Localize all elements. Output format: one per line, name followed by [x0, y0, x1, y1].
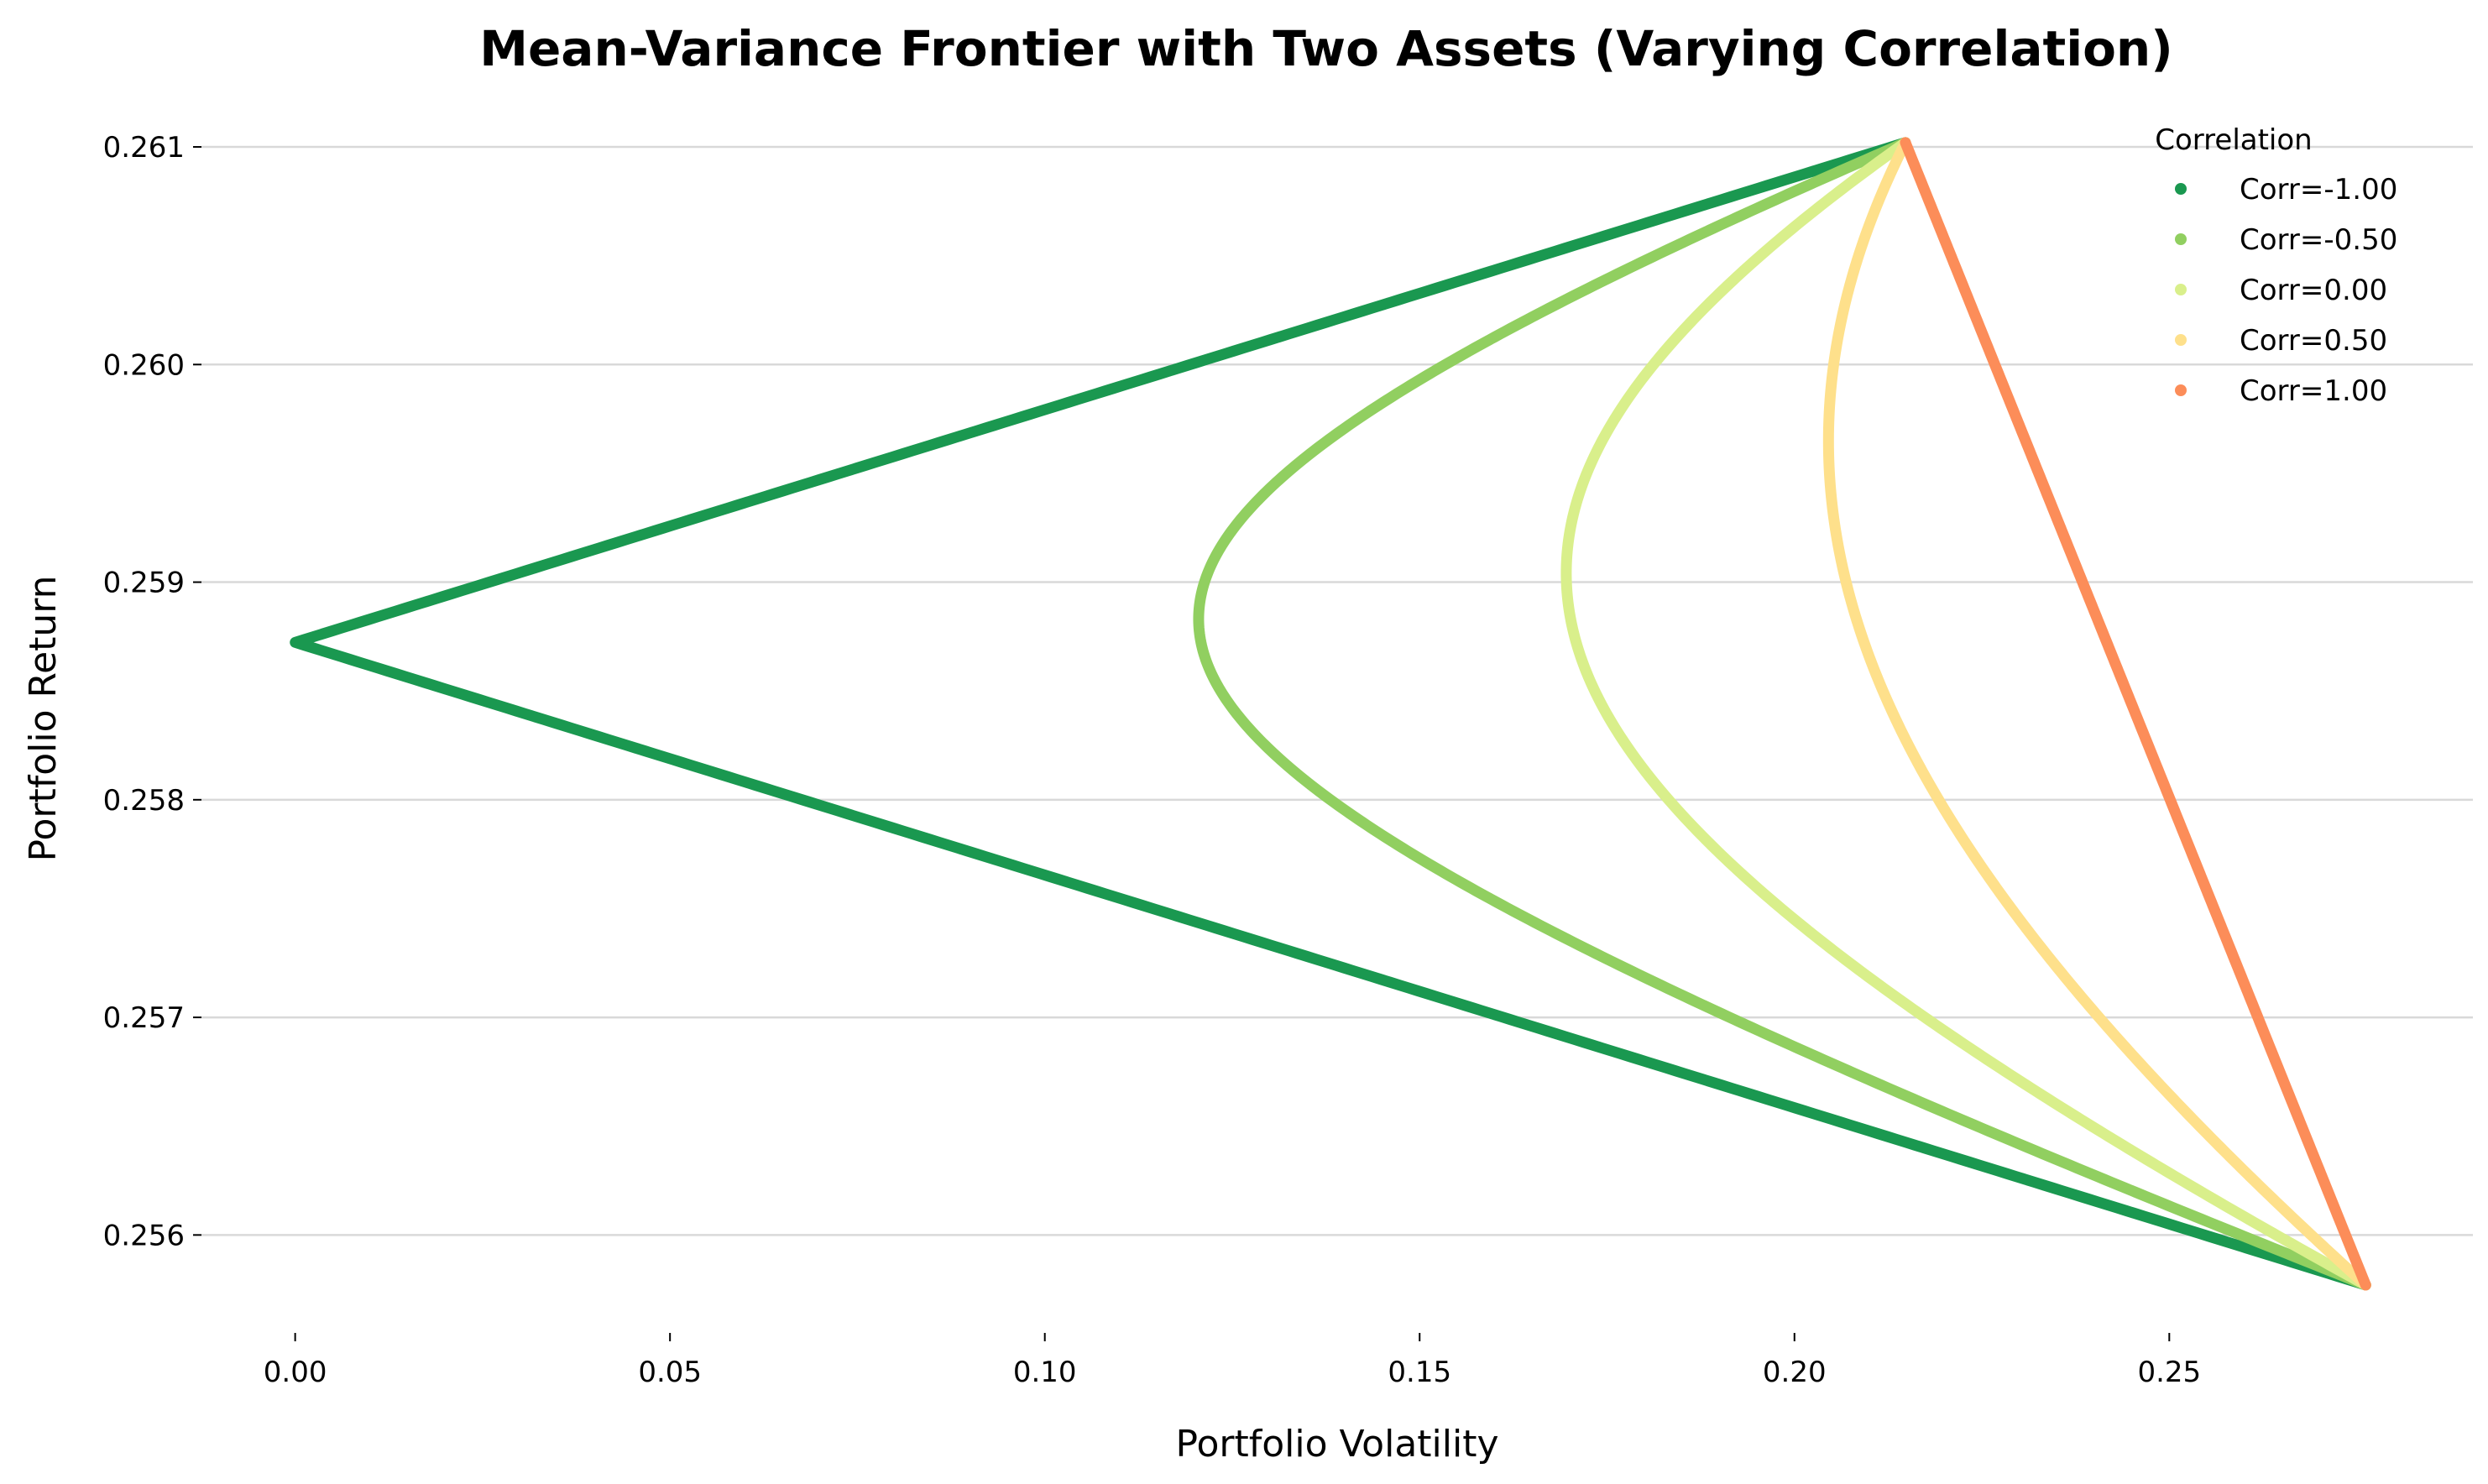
legend-marker: [2175, 384, 2187, 396]
x-tick-label: 0.25: [2137, 1356, 2201, 1389]
legend-marker: [2175, 284, 2187, 295]
x-tick-label: 0.00: [264, 1356, 327, 1389]
series-line-4: [1822, 137, 2371, 1291]
x-axis-label: Portfolio Volatility: [1176, 1423, 1499, 1466]
x-tick-label: 0.10: [1013, 1356, 1077, 1389]
x-axis: 0.00 0.05 0.10 0.15 0.20 0.25: [264, 1333, 2201, 1389]
legend-label: Corr=0.50: [2240, 324, 2387, 358]
series-line-2: [1193, 137, 2371, 1291]
x-tick-label: 0.05: [638, 1356, 702, 1389]
y-axis: 0.256 0.257 0.258 0.259 0.260 0.261: [103, 131, 201, 1252]
y-tick-label: 0.259: [103, 567, 185, 600]
legend-label: Corr=0.00: [2240, 274, 2387, 307]
y-axis-label: Portfolio Return: [22, 576, 65, 862]
legend-label: Corr=-1.00: [2240, 173, 2397, 206]
legend: Correlation Corr=-1.00 Corr=-0.50 Corr=0.0…: [2155, 123, 2397, 408]
y-tick-label: 0.257: [103, 1001, 185, 1035]
legend-marker: [2175, 233, 2187, 245]
legend-marker: [2175, 183, 2187, 195]
series-curves: [290, 137, 2371, 1291]
y-tick-label: 0.256: [103, 1219, 185, 1252]
legend-title: Correlation: [2155, 123, 2312, 157]
series-line-1: [290, 137, 2371, 1291]
chart-title: Mean-Variance Frontier with Two Assets (…: [479, 20, 2172, 77]
y-tick-label: 0.260: [103, 348, 185, 382]
x-tick-label: 0.15: [1388, 1356, 1451, 1389]
x-tick-label: 0.20: [1763, 1356, 1827, 1389]
y-tick-label: 0.261: [103, 131, 185, 165]
legend-label: Corr=-0.50: [2240, 223, 2397, 257]
series-line-3: [1560, 137, 2371, 1291]
legend-marker: [2175, 334, 2187, 346]
y-tick-label: 0.258: [103, 784, 185, 818]
series-line-5: [1900, 137, 2371, 1291]
legend-label: Corr=1.00: [2240, 374, 2387, 408]
